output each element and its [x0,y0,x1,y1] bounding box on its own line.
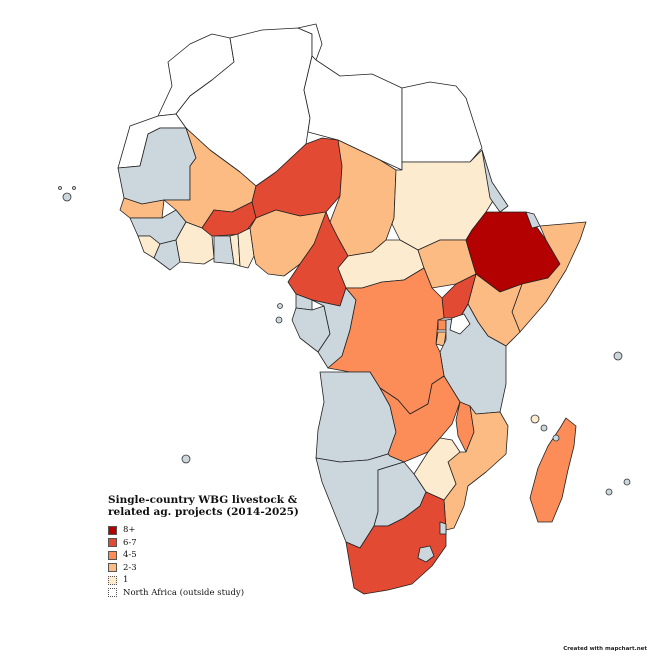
legend-swatch [108,550,117,560]
legend-label: 6-7 [123,537,137,548]
region-lesotho [417,545,435,563]
region-madagascar [529,417,577,523]
region-rwanda [437,319,447,331]
map-legend: Single-country WBG livestock & related a… [108,494,308,599]
region-eswatini [439,521,447,535]
region-cote-divoire [175,221,215,265]
legend-swatch [108,588,117,598]
island-st-helena [181,454,191,464]
legend-swatch [108,575,117,585]
legend-label: 1 [123,575,129,586]
legend-swatch [108,563,117,573]
region-libya [303,55,403,171]
region-zambia [379,375,461,463]
credit-text: Created with mapchart.net [563,646,647,652]
island-bioko [277,303,283,309]
legend-item: 2-3 [108,562,308,575]
legend-item: 4-5 [108,549,308,562]
island-sao-tome [275,316,283,324]
legend-item: 1 [108,574,308,587]
legend-label: North Africa (outside study) [123,587,245,598]
legend-label: 8+ [123,525,136,536]
legend-title-line-1: Single-country WBG livestock & [108,494,298,506]
legend-swatch [108,538,117,548]
island-comoros-2 [540,424,548,432]
region-benin [237,227,255,269]
island-cabo-verde-3 [72,186,76,190]
legend-label: 2-3 [123,562,137,573]
lake-victoria [449,313,471,335]
region-ghana [213,235,235,265]
island-mauritius [623,478,631,486]
legend-swatch [108,525,117,535]
legend-items: 8+ 6-7 4-5 2-3 1 North Africa (outside study) [108,524,308,599]
legend-label: 4-5 [123,550,137,561]
legend-item: 8+ [108,524,308,537]
region-mozambique [443,405,509,531]
island-seychelles [613,351,623,361]
legend-item: North Africa (outside study) [108,587,308,600]
region-eritrea [481,149,509,213]
region-egypt [401,81,483,163]
legend-title-line-2: related ag. projects (2014-2025) [108,506,299,518]
island-cabo-verde [62,192,72,202]
legend-item: 6-7 [108,537,308,550]
island-comoros [530,414,540,424]
legend-title: Single-country WBG livestock & related a… [108,494,308,518]
island-mayotte [552,434,560,442]
island-cabo-verde-2 [58,186,62,190]
island-reunion [605,488,613,496]
